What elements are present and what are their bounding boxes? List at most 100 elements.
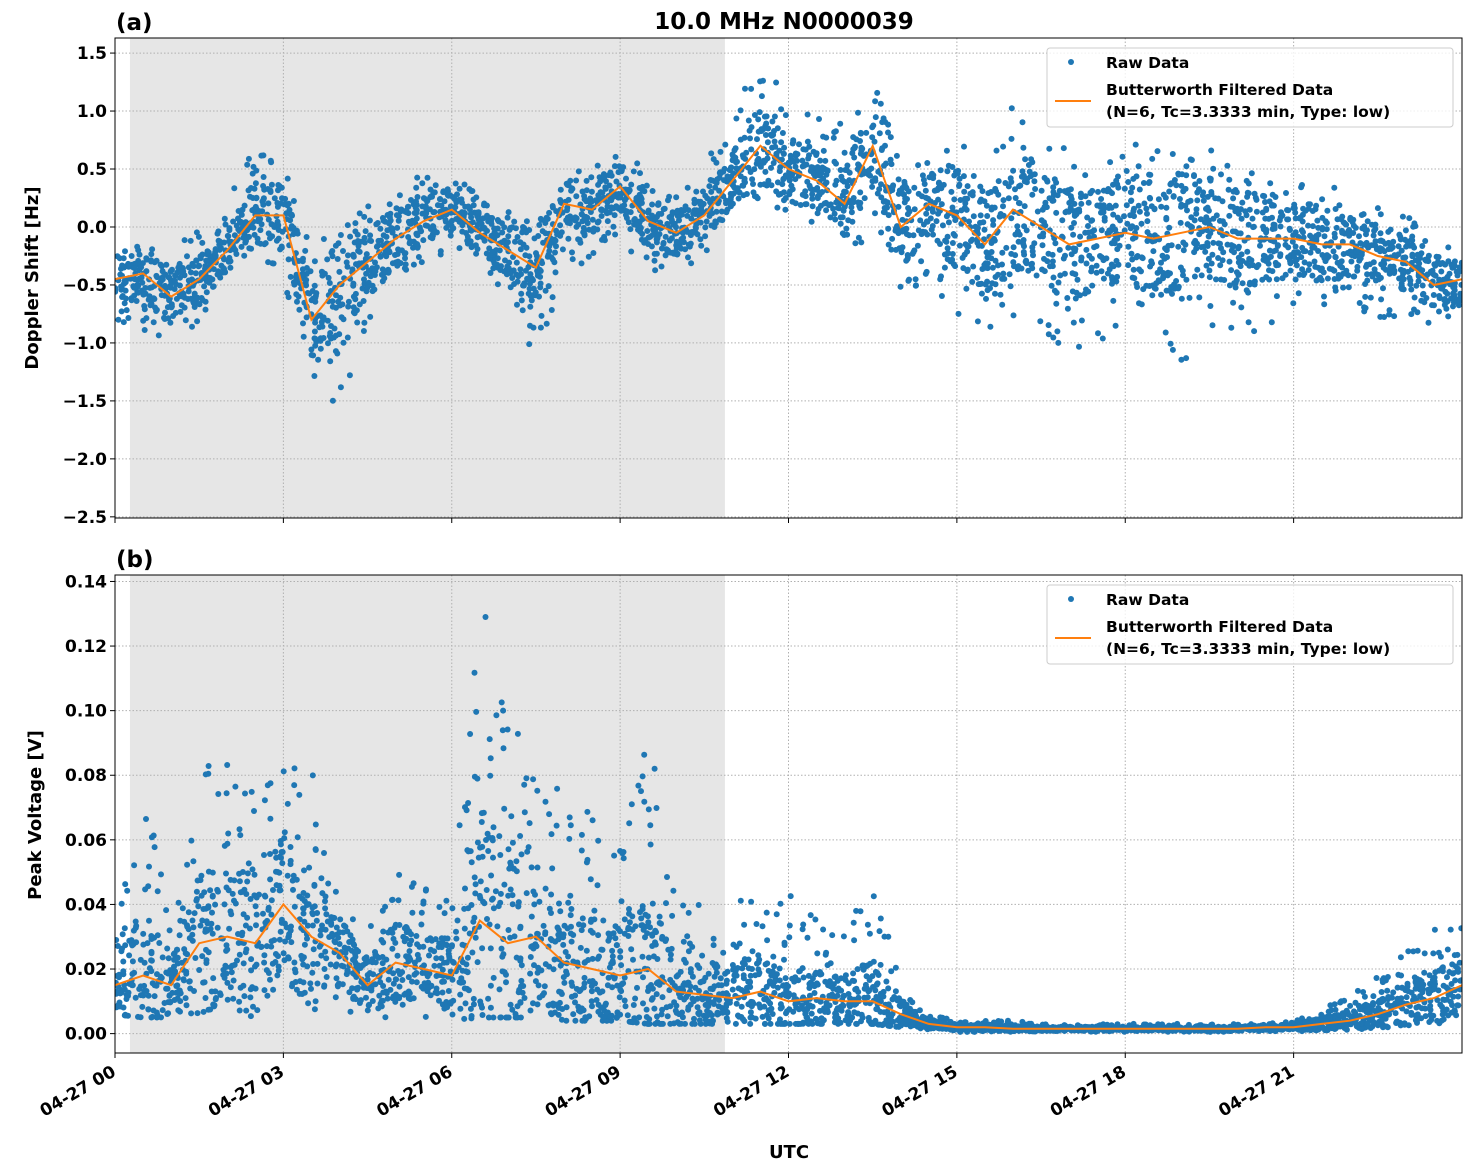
raw-data-point — [525, 276, 532, 283]
raw-data-point — [465, 800, 472, 806]
raw-data-point — [1072, 271, 1079, 278]
raw-data-point — [253, 961, 260, 968]
raw-data-point — [342, 923, 349, 930]
raw-data-point — [490, 1014, 497, 1021]
raw-data-point — [405, 234, 412, 240]
raw-data-point — [177, 274, 183, 281]
raw-data-point — [504, 726, 511, 733]
raw-data-point — [203, 946, 209, 953]
raw-data-point — [530, 776, 537, 783]
raw-data-point — [1002, 180, 1009, 186]
raw-data-point — [223, 790, 230, 797]
raw-data-point — [1249, 262, 1256, 269]
raw-data-point — [182, 995, 189, 1002]
raw-data-point — [588, 988, 595, 995]
raw-data-point — [241, 252, 248, 259]
raw-data-point — [924, 160, 931, 166]
raw-data-point — [1371, 241, 1378, 248]
raw-data-point — [185, 909, 192, 916]
raw-data-point — [799, 191, 806, 198]
raw-data-point — [257, 216, 264, 222]
raw-data-point — [1425, 319, 1432, 326]
raw-data-point — [396, 871, 403, 878]
raw-data-point — [1188, 157, 1195, 163]
raw-data-point — [742, 85, 748, 92]
raw-data-point — [739, 182, 746, 189]
raw-data-point — [568, 187, 575, 194]
raw-data-point — [1249, 215, 1256, 222]
raw-data-point — [883, 160, 889, 167]
raw-data-point — [912, 276, 919, 283]
raw-data-point — [440, 189, 447, 196]
raw-data-point — [188, 269, 194, 276]
raw-data-point — [1228, 267, 1235, 274]
raw-data-point — [484, 916, 490, 922]
raw-data-point — [888, 161, 895, 168]
raw-data-point — [649, 900, 656, 907]
raw-data-point — [1160, 275, 1166, 282]
raw-data-point — [352, 296, 359, 303]
raw-data-point — [852, 240, 859, 247]
raw-data-point — [980, 219, 987, 226]
raw-data-point — [264, 782, 271, 789]
raw-data-point — [580, 229, 587, 236]
raw-data-point — [163, 969, 170, 976]
raw-data-point — [1291, 249, 1298, 256]
raw-data-point — [352, 228, 359, 235]
raw-data-point — [491, 225, 498, 232]
raw-data-point — [489, 837, 496, 844]
raw-data-point — [1114, 273, 1121, 280]
raw-data-point — [536, 898, 543, 905]
raw-data-point — [250, 224, 257, 231]
raw-data-point — [300, 910, 307, 917]
raw-data-point — [193, 229, 200, 236]
raw-data-point — [1431, 271, 1437, 278]
raw-data-point — [809, 195, 816, 202]
raw-data-point — [467, 210, 474, 217]
raw-data-point — [894, 224, 900, 230]
raw-data-point — [954, 170, 961, 177]
raw-data-point — [579, 915, 586, 922]
raw-data-point — [286, 206, 293, 213]
raw-data-point — [1398, 280, 1405, 287]
raw-data-point — [523, 775, 530, 782]
raw-data-point — [468, 902, 475, 908]
raw-data-point — [893, 152, 900, 159]
raw-data-point — [989, 264, 996, 271]
raw-data-point — [1020, 249, 1027, 255]
raw-data-point — [1315, 231, 1322, 238]
raw-data-point — [406, 941, 413, 948]
raw-data-point — [202, 771, 209, 778]
raw-data-point — [118, 308, 125, 315]
raw-data-point — [675, 972, 681, 979]
raw-data-point — [200, 906, 207, 912]
raw-data-point — [1289, 238, 1296, 245]
raw-data-point — [1193, 245, 1200, 252]
raw-data-point — [193, 257, 200, 264]
raw-data-point — [1000, 270, 1007, 277]
raw-data-point — [256, 208, 263, 215]
raw-data-point — [750, 181, 756, 187]
raw-data-point — [690, 210, 697, 217]
raw-data-point — [494, 255, 501, 262]
raw-data-point — [158, 871, 164, 878]
raw-data-point — [643, 254, 650, 261]
raw-data-point — [768, 164, 774, 171]
raw-data-point — [905, 188, 912, 195]
raw-data-point — [1301, 259, 1308, 266]
raw-data-point — [318, 952, 325, 959]
raw-data-point — [424, 197, 431, 204]
raw-data-point — [1108, 274, 1115, 281]
raw-data-point — [1438, 268, 1445, 275]
raw-data-point — [1111, 237, 1118, 244]
raw-data-point — [1215, 240, 1222, 247]
raw-data-point — [517, 246, 524, 253]
raw-data-point — [449, 194, 456, 200]
raw-data-point — [992, 290, 998, 297]
raw-data-point — [537, 284, 544, 291]
raw-data-point — [949, 240, 956, 246]
raw-data-point — [281, 829, 288, 836]
raw-data-point — [294, 230, 301, 237]
raw-data-point — [319, 314, 326, 321]
raw-data-point — [171, 963, 177, 970]
